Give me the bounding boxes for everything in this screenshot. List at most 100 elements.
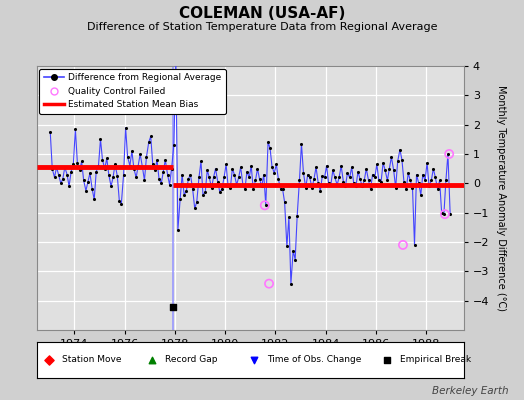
Point (358, 183, 366, 190)
Point (280, 199, 289, 206)
Point (322, 162, 331, 169)
Point (180, 192, 188, 198)
Point (364, 177, 373, 184)
Point (360, 177, 368, 184)
Point (373, 161, 381, 168)
Point (224, 183, 232, 190)
Point (423, 160, 431, 166)
Point (128, 148, 136, 154)
Point (230, 171, 238, 178)
Text: Time of Obs. Change: Time of Obs. Change (267, 356, 362, 364)
Point (412, 171, 421, 178)
Point (197, 158, 205, 164)
Point (178, 171, 187, 178)
Point (352, 183, 360, 190)
Point (143, 154, 151, 160)
Point (111, 161, 119, 168)
Point (253, 166, 261, 172)
Point (366, 186, 375, 192)
Point (379, 160, 387, 166)
Point (172, 57, 180, 63)
Point (243, 168, 251, 175)
Point (282, 243, 291, 250)
Point (337, 162, 345, 169)
Point (170, 142, 178, 148)
Point (445, 151, 453, 157)
Point (205, 174, 213, 181)
Point (295, 177, 303, 184)
Point (124, 154, 132, 160)
Point (399, 242, 407, 248)
Point (433, 186, 442, 192)
Point (326, 182, 335, 188)
Point (182, 188, 191, 194)
Point (247, 162, 255, 169)
Point (419, 171, 427, 178)
Point (261, 202, 270, 208)
Point (333, 182, 341, 188)
Point (173, 227, 182, 234)
Point (96, 136, 105, 142)
Point (220, 174, 228, 181)
Point (274, 176, 282, 182)
Point (88, 186, 96, 192)
Point (268, 164, 276, 170)
Point (387, 154, 396, 160)
Point (402, 186, 410, 192)
Point (272, 161, 280, 168)
Point (293, 212, 301, 219)
Point (446, 211, 454, 217)
Point (46, 129, 54, 135)
Point (166, 182, 174, 188)
Point (52, 164, 61, 170)
Point (109, 174, 117, 181)
Text: Berkeley Earth: Berkeley Earth (432, 386, 508, 396)
Point (82, 188, 90, 194)
Point (59, 176, 67, 182)
Point (167, 166, 176, 172)
Point (345, 174, 354, 181)
Point (250, 357, 259, 363)
Point (320, 174, 329, 181)
Point (199, 192, 207, 198)
Point (341, 183, 350, 190)
Point (186, 171, 194, 178)
Point (259, 171, 268, 178)
Point (265, 280, 273, 287)
Point (266, 145, 274, 151)
Point (210, 174, 218, 181)
Point (343, 170, 352, 176)
Point (176, 196, 184, 203)
Point (119, 171, 128, 178)
Point (57, 180, 65, 186)
Point (335, 174, 343, 181)
Point (61, 164, 69, 170)
Point (101, 166, 109, 172)
Point (103, 155, 111, 162)
Point (54, 171, 63, 178)
Text: Empirical Break: Empirical Break (400, 356, 471, 364)
Point (285, 214, 293, 220)
Point (324, 180, 333, 186)
Point (299, 170, 308, 176)
Point (314, 180, 322, 186)
Point (404, 170, 412, 176)
Point (191, 205, 199, 212)
Legend: Difference from Regional Average, Quality Control Failed, Estimated Station Mean: Difference from Regional Average, Qualit… (39, 69, 226, 114)
Point (329, 167, 337, 173)
Point (258, 183, 266, 190)
Point (406, 177, 414, 184)
Point (73, 160, 82, 166)
Point (252, 177, 260, 184)
Point (113, 173, 122, 179)
Point (234, 174, 243, 181)
Point (303, 171, 312, 178)
Point (362, 166, 370, 172)
Point (264, 139, 272, 146)
Point (389, 167, 398, 173)
Point (80, 177, 88, 184)
Point (214, 179, 222, 185)
Point (277, 186, 285, 192)
Point (75, 167, 84, 173)
Point (435, 177, 444, 184)
